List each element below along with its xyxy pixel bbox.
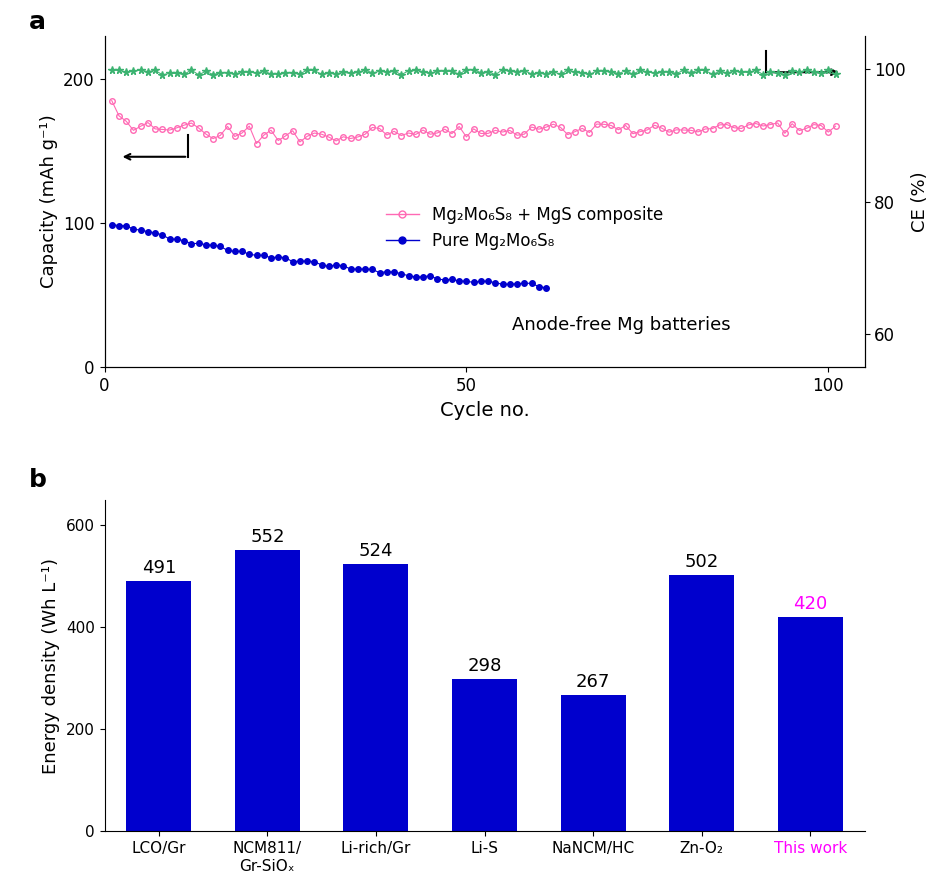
Text: 552: 552 <box>250 527 285 546</box>
Text: 524: 524 <box>359 542 393 560</box>
Bar <box>560 696 626 831</box>
Text: b: b <box>28 468 47 492</box>
Bar <box>343 564 408 831</box>
Y-axis label: Energy density (Wh L⁻¹): Energy density (Wh L⁻¹) <box>42 558 60 773</box>
Y-axis label: CE (%): CE (%) <box>911 172 929 232</box>
Bar <box>126 581 191 831</box>
X-axis label: Cycle no.: Cycle no. <box>440 401 529 419</box>
Bar <box>778 617 843 831</box>
Bar <box>452 679 517 831</box>
Text: 420: 420 <box>793 595 827 613</box>
Legend: Mg₂Mo₆S₈ + MgS composite, Pure Mg₂Mo₆S₈: Mg₂Mo₆S₈ + MgS composite, Pure Mg₂Mo₆S₈ <box>379 199 670 257</box>
Text: 502: 502 <box>685 553 719 571</box>
Bar <box>235 550 300 831</box>
Text: a: a <box>28 10 46 34</box>
Text: 267: 267 <box>576 673 610 691</box>
Bar <box>669 576 734 831</box>
Text: Anode-free Mg batteries: Anode-free Mg batteries <box>512 316 731 334</box>
Y-axis label: Capacity (mAh g⁻¹): Capacity (mAh g⁻¹) <box>40 114 58 289</box>
Text: 491: 491 <box>142 559 176 577</box>
Text: 298: 298 <box>467 657 502 675</box>
